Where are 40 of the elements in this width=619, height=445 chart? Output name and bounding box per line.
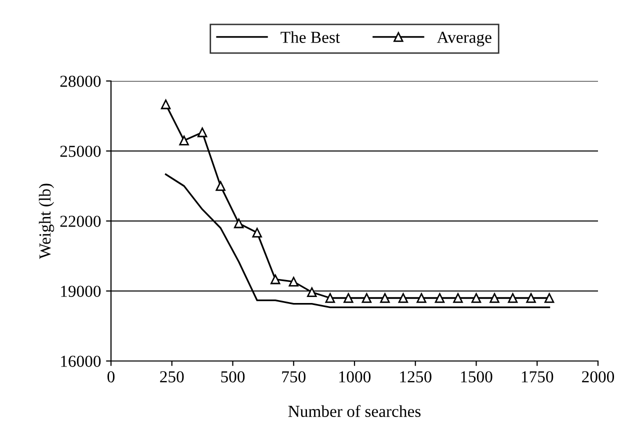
x-tick-label: 1250 <box>400 371 432 382</box>
point <box>252 228 262 238</box>
x-axis-title: Number of searches <box>288 405 421 418</box>
x-tick-label: 2000 <box>582 371 614 382</box>
point <box>234 218 244 228</box>
y-tick-label: 25000 <box>60 146 101 157</box>
point <box>307 287 317 298</box>
point <box>270 274 280 284</box>
point <box>288 276 298 287</box>
legend-label: The Best <box>280 31 340 43</box>
point <box>362 293 372 303</box>
point <box>380 293 390 303</box>
x-tick-label: 500 <box>221 371 245 382</box>
point <box>197 127 208 138</box>
point <box>325 293 336 303</box>
point <box>453 293 463 303</box>
point <box>398 293 408 303</box>
y-tick-label: 28000 <box>60 76 101 87</box>
point <box>216 181 226 191</box>
x-tick-label: 1750 <box>522 371 554 382</box>
point <box>471 293 482 303</box>
point <box>416 293 426 303</box>
x-tick-label: 250 <box>160 371 184 382</box>
y-tick-label: 19000 <box>61 286 101 297</box>
point <box>434 293 445 303</box>
point <box>160 99 171 110</box>
x-tick-label: 1000 <box>339 371 371 382</box>
x-tick-label: 1500 <box>461 371 492 382</box>
point <box>179 136 189 146</box>
y-tick-label: 16000 <box>61 356 101 367</box>
y-axis-title: Weight (lb) <box>38 184 54 259</box>
x-tick-label: 0 <box>107 371 115 382</box>
legend-label: Average <box>436 32 492 46</box>
y-tick-label: 22000 <box>60 216 101 227</box>
point <box>526 293 536 303</box>
point <box>544 293 554 303</box>
point <box>344 293 354 303</box>
point <box>508 293 518 303</box>
point <box>490 293 500 303</box>
x-tick-label: 750 <box>282 371 306 382</box>
